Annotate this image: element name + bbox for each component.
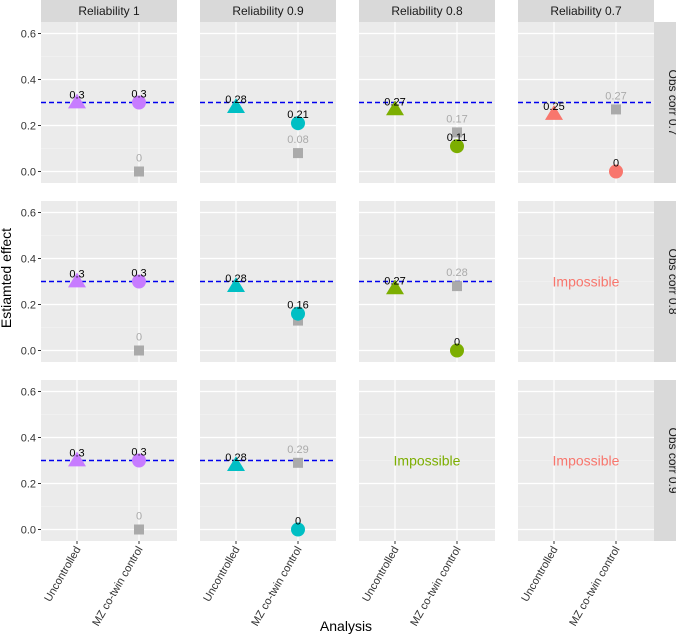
cotwin-circle-point xyxy=(609,164,623,179)
uncontrolled-triangle-point xyxy=(386,100,404,116)
column-strip-label: Reliability 0.7 xyxy=(550,4,622,18)
uncontrolled-triangle-point xyxy=(227,456,245,471)
cotwin-value-label: 0.11 xyxy=(447,132,468,144)
uncontrolled-triangle-point xyxy=(68,272,86,288)
row-strip xyxy=(654,201,676,362)
cotwin-value-label: 0 xyxy=(613,158,619,170)
cotwin-circle-point xyxy=(291,306,305,321)
cotwin-circle-point xyxy=(450,139,464,154)
grey-square-point xyxy=(452,281,462,292)
grey-value-label: 0.29 xyxy=(287,444,308,456)
uncontrolled-triangle-point xyxy=(227,277,245,292)
y-tick-label: 0.2 xyxy=(21,479,36,491)
y-tick-label: 0.0 xyxy=(21,525,36,537)
row-strip-label: Obs corr 0.9 xyxy=(666,427,676,493)
grey-value-label: 0.17 xyxy=(446,113,467,125)
column-strip xyxy=(359,0,495,22)
row-strip-label: Obs corr 0.8 xyxy=(666,248,676,314)
uncontrolled-triangle-point xyxy=(386,279,404,295)
x-tick-label: MZ co-twin control xyxy=(90,545,145,629)
column-strip xyxy=(41,0,177,22)
grey-square-point xyxy=(293,457,303,468)
impossible-label: Impossible xyxy=(394,453,461,469)
grey-value-label: 0.08 xyxy=(287,134,308,146)
y-axis-title: Estiamted effect xyxy=(0,228,14,328)
row-strip-label: Obs corr 0.7 xyxy=(666,69,676,135)
uncontrolled-triangle-point xyxy=(545,105,563,120)
grey-square-point xyxy=(293,148,303,159)
grey-square-point xyxy=(611,104,621,115)
grey-value-label: 0 xyxy=(136,332,142,344)
uncontrolled-triangle-point xyxy=(68,451,86,467)
row-strip xyxy=(654,22,676,183)
grey-square-point xyxy=(134,345,144,356)
cotwin-circle-point xyxy=(132,453,146,468)
uncontrolled-value-label: 0.28 xyxy=(225,273,246,285)
uncontrolled-value-label: 0.27 xyxy=(384,275,405,287)
cotwin-value-label: 0 xyxy=(295,516,301,528)
y-tick-label: 0.2 xyxy=(21,121,36,133)
column-strip-label: Reliability 0.8 xyxy=(391,4,463,18)
uncontrolled-value-label: 0.28 xyxy=(225,94,246,106)
cotwin-circle-point xyxy=(450,343,464,358)
impossible-label: Impossible xyxy=(553,453,620,469)
cotwin-value-label: 0 xyxy=(454,337,460,349)
column-strip xyxy=(200,0,336,22)
y-tick-label: 0.6 xyxy=(21,387,36,399)
row-strip xyxy=(654,380,676,541)
cotwin-circle-point xyxy=(291,522,305,537)
cotwin-value-label: 0.3 xyxy=(131,89,146,101)
x-tick-label: Uncontrolled xyxy=(519,545,560,604)
uncontrolled-triangle-point xyxy=(227,98,245,113)
y-tick-label: 0.0 xyxy=(21,167,36,179)
uncontrolled-value-label: 0.27 xyxy=(384,96,405,108)
x-tick-label: MZ co-twin control xyxy=(408,545,463,629)
uncontrolled-value-label: 0.25 xyxy=(543,101,564,113)
y-tick-label: 0.2 xyxy=(21,300,36,312)
y-tick-label: 0.4 xyxy=(21,75,36,87)
uncontrolled-value-label: 0.3 xyxy=(69,448,84,460)
column-strip-label: Reliability 0.9 xyxy=(232,4,304,18)
uncontrolled-triangle-point xyxy=(68,93,86,109)
column-strip-label: Reliability 1 xyxy=(78,4,140,18)
uncontrolled-value-label: 0.28 xyxy=(225,452,246,464)
cotwin-value-label: 0.21 xyxy=(287,109,308,121)
grey-value-label: 0 xyxy=(136,153,142,165)
y-tick-label: 0.0 xyxy=(21,346,36,358)
grey-value-label: 0 xyxy=(136,511,142,523)
y-tick-label: 0.6 xyxy=(21,29,36,41)
grey-value-label: 0.28 xyxy=(446,267,467,279)
x-tick-label: MZ co-twin control xyxy=(567,545,622,629)
y-tick-label: 0.4 xyxy=(21,254,36,266)
y-tick-label: 0.4 xyxy=(21,433,36,445)
grey-square-point xyxy=(134,166,144,177)
column-strip xyxy=(518,0,654,22)
uncontrolled-value-label: 0.3 xyxy=(69,90,84,102)
uncontrolled-value-label: 0.3 xyxy=(69,269,84,281)
grey-square-point xyxy=(134,524,144,535)
y-tick-label: 0.6 xyxy=(21,208,36,220)
cotwin-value-label: 0.16 xyxy=(287,300,308,312)
cotwin-value-label: 0.3 xyxy=(131,447,146,459)
cotwin-value-label: 0.3 xyxy=(131,268,146,280)
cotwin-circle-point xyxy=(132,274,146,289)
x-tick-label: Uncontrolled xyxy=(360,545,401,604)
grey-square-point xyxy=(452,127,462,138)
x-tick-label: MZ co-twin control xyxy=(249,545,304,629)
x-tick-label: Uncontrolled xyxy=(201,545,242,604)
x-tick-label: Uncontrolled xyxy=(42,545,83,604)
grey-value-label: 0.27 xyxy=(605,90,626,102)
x-axis-title: Analysis xyxy=(320,618,372,634)
cotwin-circle-point xyxy=(291,116,305,131)
impossible-label: Impossible xyxy=(553,274,620,290)
cotwin-circle-point xyxy=(132,95,146,110)
